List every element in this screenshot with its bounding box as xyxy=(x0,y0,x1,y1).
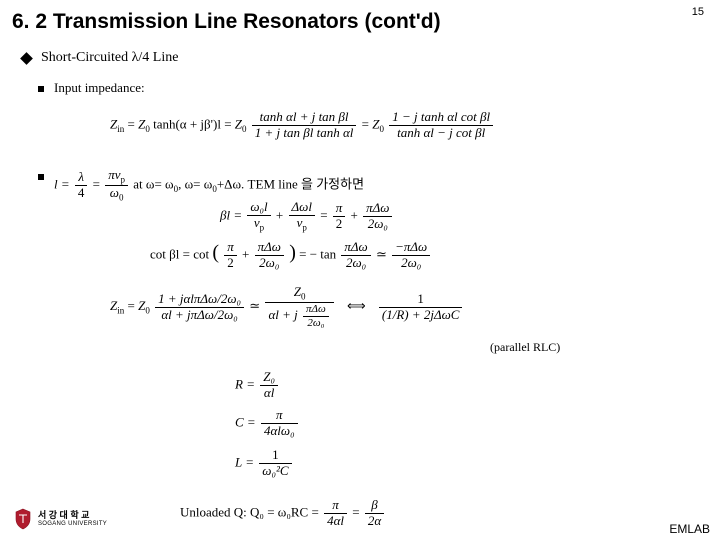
university-logo: 서 강 대 학 교 SOGANG UNIVERSITY xyxy=(14,508,107,530)
eq-Q: Unloaded Q: Q₀ = ω₀RC = π 4αl = β 2α xyxy=(180,498,386,529)
eq-zin-approx: Zin = Z0 1 + jαlπΔω/2ω₀ αl + jπΔω/2ω₀ ≃ … xyxy=(110,285,464,329)
eq-beta-l: βl = ω₀l vp + Δωl vp = π 2 + πΔω 2ω₀ xyxy=(220,200,394,233)
page-number: 15 xyxy=(692,6,704,18)
eq-cot: cot βl = cot ( π 2 + πΔω 2ω₀ ) = − tan π… xyxy=(150,240,432,271)
shield-icon xyxy=(14,508,32,530)
logo-text: 서 강 대 학 교 SOGANG UNIVERSITY xyxy=(38,511,107,527)
eq-C: C = π 4αlω₀ xyxy=(235,408,300,439)
footer-lab: EMLAB xyxy=(669,522,710,536)
page-title: 6. 2 Transmission Line Resonators (cont'… xyxy=(12,10,441,34)
eq-R: R = Z₀ αl xyxy=(235,370,280,401)
bullet-input-impedance: Input impedance: xyxy=(38,80,145,96)
square-bullet-icon xyxy=(38,174,44,180)
square-bullet-icon xyxy=(38,86,44,92)
eq-L: L = 1 ω₀²C xyxy=(235,448,294,479)
diamond-icon xyxy=(20,52,33,65)
section-heading: Short-Circuited λ/4 Line xyxy=(41,50,178,66)
parallel-rlc-note: (parallel RLC) xyxy=(490,340,560,355)
bullet-length: l = λ 4 = πvp ω0 at ω= ω0, ω= ω0+Δω. TEM… xyxy=(38,168,364,203)
input-impedance-label: Input impedance: xyxy=(54,80,145,96)
eq-zin: Zin = Z0 tanh(α + jβ')l = Z0 tanh αl + j… xyxy=(110,110,495,141)
section-row: Short-Circuited λ/4 Line xyxy=(22,50,178,66)
